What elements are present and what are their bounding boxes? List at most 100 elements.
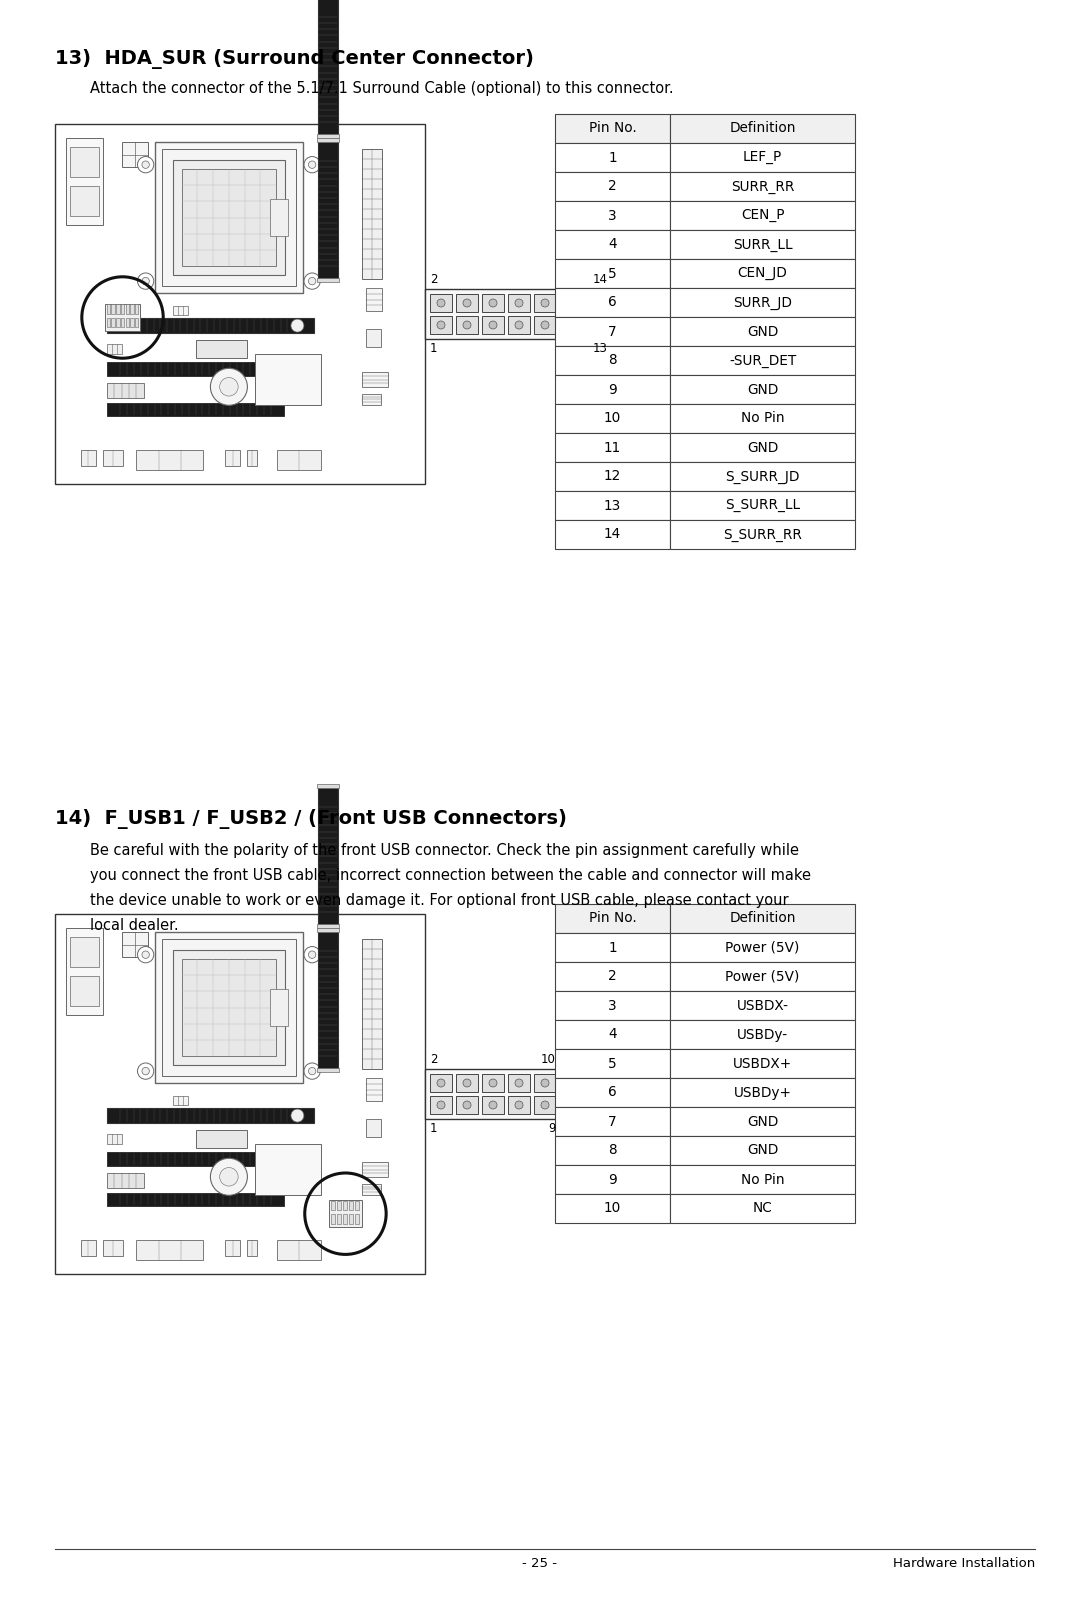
Text: Pin No.: Pin No. <box>589 911 636 926</box>
Text: S_SURR_JD: S_SURR_JD <box>726 470 799 483</box>
Circle shape <box>489 1079 497 1088</box>
Text: you connect the front USB cable, incorrect connection between the cable and conn: you connect the front USB cable, incorre… <box>90 868 811 882</box>
Text: No Pin: No Pin <box>741 412 784 425</box>
Circle shape <box>219 1168 239 1185</box>
Bar <box>131 305 134 314</box>
Circle shape <box>567 298 575 306</box>
Circle shape <box>541 1079 549 1088</box>
Bar <box>81 449 96 467</box>
Bar <box>670 962 855 991</box>
Text: -SUR_DET: -SUR_DET <box>729 353 796 367</box>
Bar <box>555 318 670 346</box>
Circle shape <box>489 321 497 329</box>
Circle shape <box>437 1100 445 1108</box>
Bar <box>555 229 670 258</box>
Bar <box>670 1078 855 1107</box>
Bar <box>276 449 322 470</box>
Text: Be careful with the polarity of the front USB connector. Check the pin assignmen: Be careful with the polarity of the fron… <box>90 844 799 858</box>
Bar <box>255 1144 322 1195</box>
Circle shape <box>303 1063 321 1079</box>
Text: 11: 11 <box>604 441 621 454</box>
Bar <box>555 962 670 991</box>
Text: Power (5V): Power (5V) <box>726 940 799 954</box>
Bar <box>162 149 296 286</box>
Bar <box>131 318 134 327</box>
Text: 5: 5 <box>608 266 617 281</box>
Bar <box>670 404 855 433</box>
Text: 3: 3 <box>608 209 617 223</box>
Bar <box>66 929 103 1015</box>
Circle shape <box>463 298 471 306</box>
Bar <box>316 138 339 143</box>
Bar <box>107 319 314 332</box>
Bar <box>247 1240 257 1256</box>
Bar <box>555 905 670 934</box>
Bar <box>107 363 284 375</box>
Bar <box>555 289 670 318</box>
Bar <box>670 258 855 289</box>
Bar <box>555 433 670 462</box>
Text: Hardware Installation: Hardware Installation <box>893 1557 1035 1570</box>
Bar <box>670 375 855 404</box>
Bar <box>430 1075 453 1092</box>
Circle shape <box>309 160 315 168</box>
Bar <box>362 1184 380 1195</box>
Bar <box>349 1214 353 1224</box>
Text: 9: 9 <box>608 382 617 396</box>
Text: 10: 10 <box>541 1052 556 1067</box>
Bar <box>670 433 855 462</box>
Bar <box>103 449 123 467</box>
Bar <box>103 1240 123 1256</box>
Circle shape <box>137 273 153 289</box>
Circle shape <box>309 277 315 286</box>
Circle shape <box>515 1100 523 1108</box>
Bar <box>107 305 110 314</box>
Bar <box>117 318 120 327</box>
Bar <box>107 318 110 327</box>
Text: - 25 -: - 25 - <box>523 1557 557 1570</box>
Circle shape <box>541 321 549 329</box>
Bar <box>670 1193 855 1222</box>
Bar <box>508 294 530 313</box>
Bar <box>125 318 130 327</box>
Text: Attach the connector of the 5.1/7.1 Surround Cable (optional) to this connector.: Attach the connector of the 5.1/7.1 Surr… <box>90 80 674 96</box>
Bar <box>70 148 99 178</box>
Bar <box>362 149 382 279</box>
Text: 2: 2 <box>430 273 437 286</box>
Bar <box>555 404 670 433</box>
Bar <box>342 1201 347 1209</box>
Bar <box>154 143 302 294</box>
Bar <box>276 1240 322 1259</box>
Text: 8: 8 <box>608 353 617 367</box>
Circle shape <box>219 377 239 396</box>
Circle shape <box>437 298 445 306</box>
Bar <box>555 520 670 549</box>
Bar <box>107 1134 122 1144</box>
Bar <box>534 1096 556 1115</box>
Bar <box>349 1201 353 1209</box>
Circle shape <box>141 1067 149 1075</box>
Circle shape <box>489 298 497 306</box>
Bar <box>316 1068 339 1073</box>
Bar <box>195 1129 247 1148</box>
Bar <box>456 316 478 334</box>
Circle shape <box>291 1108 303 1123</box>
Bar <box>555 1165 670 1193</box>
Bar <box>121 305 124 314</box>
Text: USBDX-: USBDX- <box>737 999 788 1012</box>
Bar <box>162 940 296 1076</box>
Bar <box>318 0 338 135</box>
Circle shape <box>137 157 153 173</box>
Circle shape <box>141 277 149 286</box>
Bar <box>173 950 285 1065</box>
Bar <box>70 186 99 217</box>
Bar <box>555 1193 670 1222</box>
Bar <box>226 1240 240 1256</box>
Circle shape <box>489 1100 497 1108</box>
Bar <box>316 927 339 932</box>
Bar <box>316 135 339 138</box>
Bar <box>316 924 339 929</box>
Bar <box>81 1240 96 1256</box>
Bar <box>670 520 855 549</box>
Text: 2: 2 <box>608 180 617 194</box>
